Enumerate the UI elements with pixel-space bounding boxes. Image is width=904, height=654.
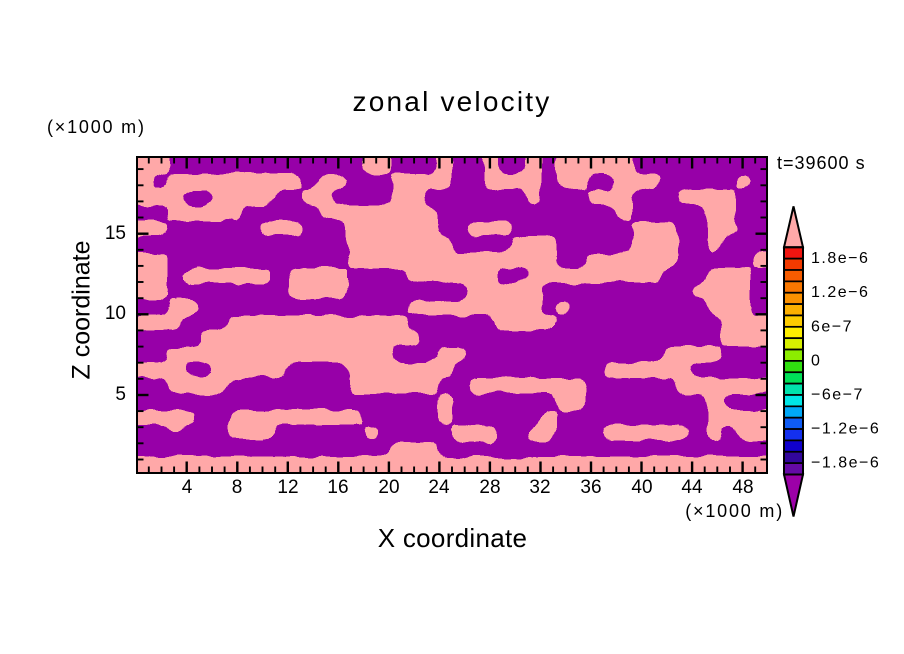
svg-text:1.2e−6: 1.2e−6: [811, 284, 869, 301]
svg-text:1.8e−6: 1.8e−6: [811, 250, 869, 267]
svg-text:0: 0: [811, 352, 821, 369]
svg-text:−1.8e−6: −1.8e−6: [811, 455, 880, 472]
svg-text:6e−7: 6e−7: [811, 318, 853, 335]
svg-text:−1.2e−6: −1.2e−6: [811, 421, 880, 438]
svg-text:−6e−7: −6e−7: [811, 387, 864, 404]
